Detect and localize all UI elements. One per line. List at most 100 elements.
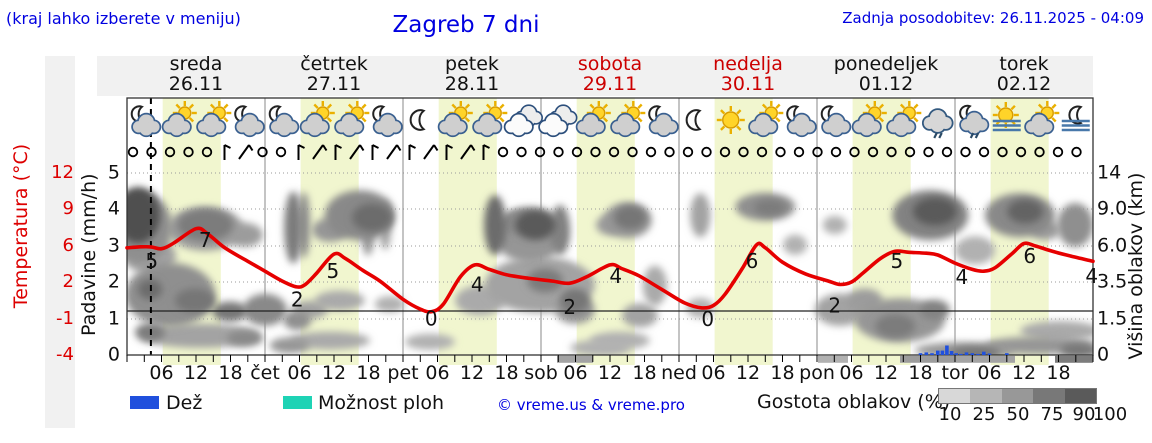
wind-barb-icon <box>238 144 254 160</box>
wind-barb-icon <box>423 144 439 160</box>
ground-fog <box>1055 355 1093 363</box>
sun-cloud-icon <box>299 101 335 138</box>
sun-cloud-icon <box>334 101 370 138</box>
calm-wind-icon <box>1071 146 1082 158</box>
calm-wind-icon <box>590 146 601 158</box>
sun-cloud-icon <box>161 101 197 138</box>
sun-cloud-icon <box>1024 101 1060 138</box>
cloud-rain-icon <box>921 108 954 139</box>
time-label: 06 <box>977 362 1002 384</box>
moon-icon <box>409 109 426 131</box>
calm-wind-icon <box>1034 146 1045 158</box>
calm-wind-icon <box>275 146 287 158</box>
calm-wind-icon <box>664 146 675 158</box>
copyright-link[interactable]: © vreme.us & vreme.pro <box>497 396 685 414</box>
moon-fog-icon <box>1061 105 1090 132</box>
wind-barb-icon <box>460 144 476 160</box>
calm-wind-icon <box>997 146 1008 158</box>
time-label: 06 <box>425 362 450 384</box>
axis-tick: 6.0 <box>1097 234 1128 257</box>
day-header: ponedeljek 01.12 <box>817 54 955 94</box>
time-label: 06 <box>701 362 726 384</box>
time-label: 12 <box>735 362 761 384</box>
rain-bar <box>949 351 954 355</box>
ground-fog <box>818 355 848 363</box>
axis-tick: 1.5 <box>1097 307 1128 330</box>
density-tick-label: 25 <box>972 404 996 425</box>
calm-wind-icon <box>257 146 268 158</box>
day-abbr-label: ned <box>661 362 697 384</box>
time-label: 06 <box>563 362 588 384</box>
day-date: 28.11 <box>444 73 500 95</box>
calm-wind-icon <box>164 146 176 158</box>
day-header: sobota 29.11 <box>541 54 679 94</box>
wind-barb-icon <box>312 144 328 160</box>
moon-cloud-icon <box>372 105 403 138</box>
day-name: torek <box>999 53 1049 75</box>
rain-bar <box>970 353 975 355</box>
rain-bar <box>940 350 945 355</box>
moon-cloud-icon <box>130 105 162 138</box>
calm-wind-icon <box>886 146 897 158</box>
moon-icon <box>685 109 702 131</box>
calm-wind-icon <box>701 146 712 158</box>
calm-wind-icon <box>553 146 564 158</box>
wind-barb-icon <box>482 144 490 160</box>
rain-bar <box>982 351 986 355</box>
moon-cloud-icon <box>786 105 817 138</box>
temperature-value-label: 5 <box>891 249 904 273</box>
calm-wind-icon <box>738 146 749 158</box>
time-label: 12 <box>597 362 623 384</box>
wind-barb-icon <box>223 144 231 160</box>
time-label: 12 <box>873 362 899 384</box>
axis-tick: 12 <box>51 162 74 183</box>
rain-bar <box>1005 353 1009 355</box>
day-name: sreda <box>169 53 223 75</box>
rain-legend-swatch <box>130 396 159 409</box>
density-swatch <box>1064 389 1097 403</box>
calm-wind-icon <box>183 146 194 158</box>
calm-wind-icon <box>645 146 657 158</box>
day-name: nedelja <box>713 53 783 75</box>
page-title: Zagreb 7 dni <box>392 12 540 38</box>
calm-wind-icon <box>904 146 916 158</box>
calm-wind-icon <box>793 146 805 158</box>
day-header: torek 02.12 <box>955 54 1093 94</box>
time-label: 12 <box>321 362 347 384</box>
daylight-band <box>714 98 773 365</box>
wind-barb-icon <box>371 144 379 160</box>
calm-wind-icon <box>849 146 860 158</box>
temperature-value-label: 2 <box>828 294 841 318</box>
axis-tick: 2 <box>62 271 74 292</box>
density-tick-label: 100 <box>1092 404 1128 425</box>
rain-bar <box>936 350 940 355</box>
time-label: 12 <box>459 362 485 384</box>
wind-barb-icon <box>334 144 342 160</box>
menu-hint: (kraj lahko izberete v meniju) <box>6 9 241 28</box>
density-tick-label: 90 <box>1072 404 1096 425</box>
rain-bar <box>987 353 992 355</box>
calm-wind-icon <box>127 146 139 158</box>
moon-cloud-icon <box>820 105 852 138</box>
density-swatch <box>1001 389 1034 403</box>
temperature-value-label: 4 <box>471 273 484 297</box>
density-tick-label: 10 <box>938 404 962 425</box>
wind-barb-icon <box>297 144 305 160</box>
day-header: četrtek 27.11 <box>265 54 403 94</box>
temperature-value-label: 0 <box>701 307 714 331</box>
day-date: 29.11 <box>582 73 638 95</box>
day-date: 01.12 <box>858 73 914 95</box>
density-swatch <box>970 389 1002 403</box>
calm-wind-icon <box>608 146 620 158</box>
sun-cloud-icon <box>575 101 611 138</box>
axis-tick: 9.0 <box>1097 197 1128 220</box>
moon-cloud-icon <box>648 105 679 138</box>
axis-tick: -1 <box>56 308 74 329</box>
temperature-value-label: 5 <box>145 249 158 273</box>
axis-tick: 3.5 <box>1097 270 1128 293</box>
time-label: 18 <box>770 362 795 384</box>
time-label: 06 <box>149 362 174 384</box>
wind-barb-icon <box>445 144 453 160</box>
day-abbr-label: pet <box>387 362 419 384</box>
